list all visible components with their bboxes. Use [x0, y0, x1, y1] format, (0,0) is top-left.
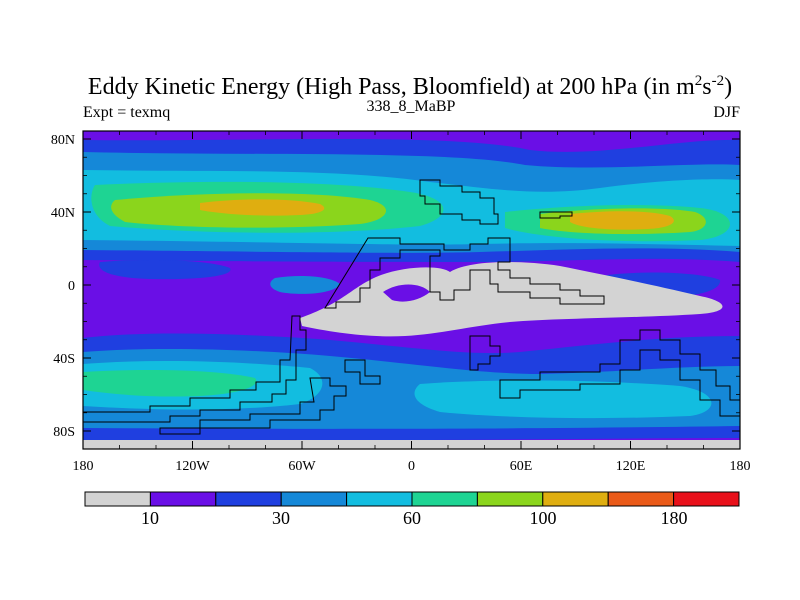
colorbar-box [280, 491, 348, 507]
colorbar-labels: 10 30 60 100 180 [141, 508, 688, 528]
y-tick-label: 80S [53, 425, 75, 440]
colorbar-box [542, 491, 609, 507]
coast-north-america [324, 237, 605, 309]
figure-title: Eddy Kinetic Energy (High Pass, Bloomfie… [88, 73, 732, 100]
coast-island [344, 359, 381, 385]
colorbar-label: 60 [403, 508, 421, 528]
colorbar-box [84, 491, 151, 507]
coast-iceland [539, 211, 573, 219]
x-tick-label: 0 [408, 459, 415, 474]
experiment-label: Expt = texmq [83, 104, 170, 121]
sh-pacific-teal [83, 370, 257, 397]
colorbar-label: 10 [141, 508, 159, 528]
x-tick-label: 60W [288, 459, 316, 474]
coast-south-america [83, 315, 307, 423]
colorbar-label: 100 [530, 508, 557, 528]
x-tick-labels: 180 120W 60W 0 60E 120E 180 [73, 459, 751, 474]
sh-indian-cyan [414, 380, 712, 419]
y-tick-labels: 80N 40N 0 40S 80S [51, 133, 75, 440]
y-tick-label: 80N [51, 133, 75, 148]
grey-low-region [300, 262, 723, 337]
colorbar-box [346, 491, 413, 507]
coast-madagascar [469, 335, 501, 371]
colorbar-box [215, 491, 282, 507]
coast-greenland [419, 179, 499, 225]
coast-antarctic-peninsula [159, 377, 347, 435]
colorbar-box [476, 491, 544, 507]
x-tick-label: 60E [510, 459, 533, 474]
season-label: DJF [713, 104, 740, 121]
x-tick-label: 180 [730, 459, 751, 474]
tropics-midblue [270, 276, 340, 294]
colorbar-label: 30 [272, 508, 290, 528]
nh-atlantic-max [570, 211, 674, 230]
coastlines [83, 179, 740, 435]
minor-ticks [83, 131, 740, 449]
grey-hole [383, 284, 430, 302]
colorbar-box [411, 491, 478, 507]
y-tick-label: 0 [68, 279, 75, 294]
x-tick-label: 180 [73, 459, 94, 474]
nh-pacific-max [200, 199, 325, 216]
colorbar-box [149, 491, 217, 507]
y-tick-label: 40S [53, 352, 75, 367]
colorbar-box [673, 491, 740, 507]
colorbar-label: 180 [661, 508, 688, 528]
tropics-blue-west [99, 260, 231, 280]
y-tick-label: 40N [51, 206, 75, 221]
coast-australia-region [499, 329, 740, 417]
x-tick-label: 120E [616, 459, 646, 474]
colorbar-box [607, 491, 675, 507]
contour-field [83, 131, 740, 449]
x-tick-label: 120W [175, 459, 210, 474]
run-label: 338_8_MaBP [367, 98, 456, 115]
colorbar [84, 491, 740, 507]
